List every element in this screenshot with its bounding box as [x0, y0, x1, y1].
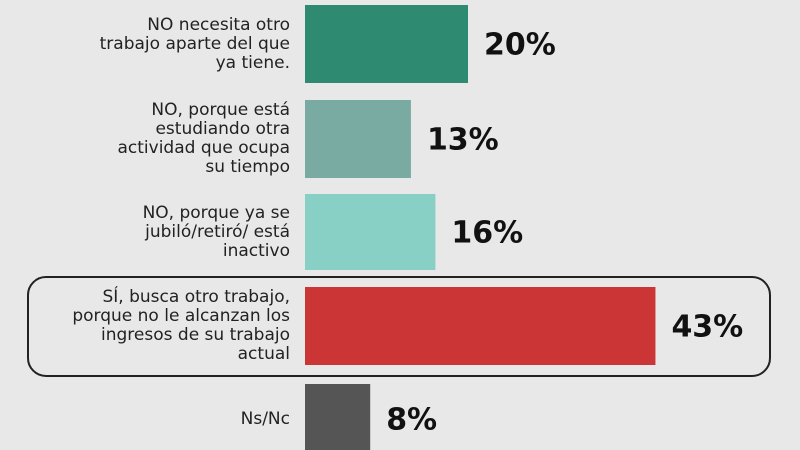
value-label: 8%: [386, 403, 437, 438]
value-label: 43%: [671, 310, 743, 345]
category-label: NO necesita otro trabajo aparte del que …: [99, 14, 290, 73]
value-label: 20%: [484, 28, 556, 63]
value-label: 16%: [451, 216, 523, 251]
highlight-box: [27, 276, 771, 377]
bar: [305, 287, 656, 365]
value-label: 13%: [427, 123, 499, 158]
bar: [305, 5, 468, 83]
bar: [305, 100, 411, 178]
bar: [305, 384, 371, 450]
category-label: Ns/Nc: [240, 408, 290, 429]
category-label: NO, porque ya se jubiló/retiró/ está ina…: [142, 202, 290, 261]
bar: [305, 194, 436, 270]
category-label: SÍ, busca otro trabajo, porque no le alc…: [72, 287, 290, 364]
category-label: NO, porque está estudiando otra activida…: [117, 100, 291, 177]
